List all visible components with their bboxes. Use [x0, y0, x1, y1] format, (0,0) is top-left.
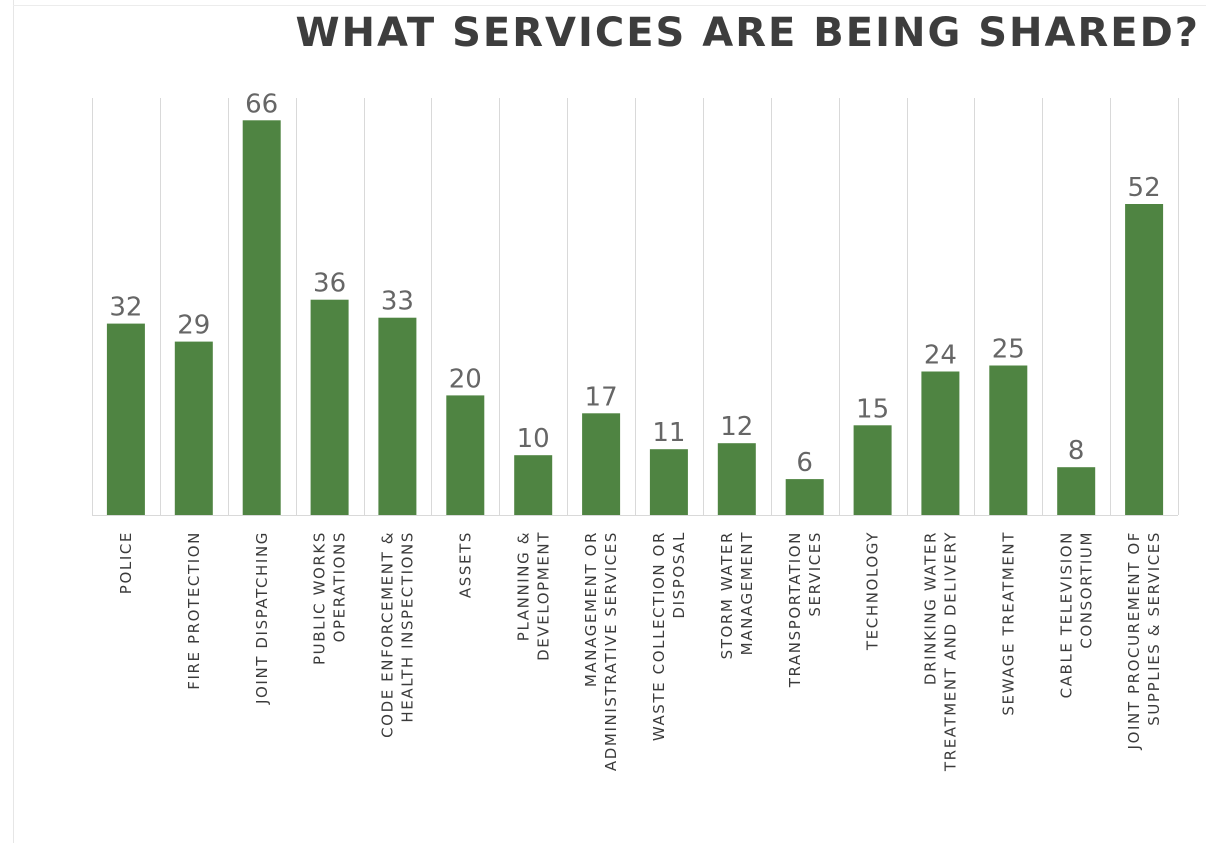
bars — [106, 120, 1164, 516]
category-label: JOINT DISPATCHING — [253, 531, 271, 705]
category-label-line: DEVELOPMENT — [534, 531, 552, 661]
category-label: FIRE PROTECTION — [185, 531, 203, 690]
value-label: 11 — [652, 418, 685, 448]
category-label-line: WASTE COLLECTION OR — [650, 531, 668, 741]
category-label: PUBLIC WORKS OPERATIONS — [311, 531, 349, 665]
frame-left-border — [13, 0, 14, 843]
category-label-line: POLICE — [117, 531, 135, 594]
category-label: DRINKING WATER TREATMENT AND DELIVERY — [922, 531, 960, 772]
bar — [989, 365, 1028, 515]
category-label: TECHNOLOGY — [864, 531, 882, 651]
bar — [785, 479, 824, 515]
value-label: 66 — [245, 89, 278, 119]
category-label: JOINT PROCUREMENT OF SUPPLIES & SERVICES — [1125, 531, 1163, 750]
value-label: 25 — [992, 335, 1025, 365]
frame-top-border — [13, 5, 1206, 6]
value-labels: 32 29 66 36 33 20 10 17 11 12 6 15 24 25 8 52 — [109, 89, 1160, 478]
bar — [921, 371, 960, 515]
category-label-line: TECHNOLOGY — [864, 531, 882, 651]
value-label: 6 — [796, 448, 813, 478]
bar — [242, 120, 281, 516]
category-label-line: JOINT DISPATCHING — [253, 531, 271, 705]
category-label: WASTE COLLECTION OR DISPOSAL — [650, 531, 688, 741]
category-label: MANAGEMENT OR ADMINISTRATIVE SERVICES — [582, 531, 620, 771]
category-label-line: SERVICES — [806, 531, 824, 617]
category-label: ASSETS — [456, 531, 474, 598]
category-label-line: JOINT PROCUREMENT OF — [1125, 531, 1143, 750]
category-label-line: HEALTH INSPECTIONS — [399, 531, 417, 723]
category-label-line: STORM WATER — [718, 531, 736, 659]
category-label-line: OPERATIONS — [331, 531, 349, 642]
bar — [514, 455, 553, 515]
value-label: 32 — [109, 293, 142, 323]
bar — [106, 323, 145, 515]
bar — [582, 413, 621, 515]
category-label-line: SUPPLIES & SERVICES — [1145, 531, 1163, 726]
grid-lines — [92, 98, 1179, 516]
category-label-line: PUBLIC WORKS — [311, 531, 329, 665]
value-label: 52 — [1128, 173, 1161, 203]
bar — [853, 425, 892, 515]
category-label-line: PLANNING & — [514, 531, 532, 641]
bar — [1125, 204, 1164, 515]
category-label-line: MANAGEMENT OR — [582, 531, 600, 687]
bar — [1057, 467, 1096, 515]
value-label: 15 — [856, 394, 889, 424]
bar — [174, 341, 213, 515]
category-label-line: CONSORTIUM — [1077, 531, 1095, 649]
category-label-line: TRANSPORTATION — [786, 531, 804, 688]
value-label: 8 — [1068, 436, 1085, 466]
category-label-line: MANAGEMENT — [738, 531, 756, 655]
category-label-line: TREATMENT AND DELIVERY — [942, 531, 960, 772]
value-label: 33 — [381, 287, 414, 317]
category-label: POLICE — [117, 531, 135, 594]
category-label-line: FIRE PROTECTION — [185, 531, 203, 690]
category-label-line: DISPOSAL — [670, 531, 688, 619]
category-labels: POLICE FIRE PROTECTION JOINT DISPATCHING PU… — [117, 531, 1163, 772]
chart-title: WHAT SERVICES ARE BEING SHARED? — [295, 10, 1200, 56]
value-label: 12 — [720, 412, 753, 442]
value-label: 20 — [449, 364, 482, 394]
value-label: 29 — [177, 311, 210, 341]
category-label-line: CABLE TELEVISION — [1057, 531, 1075, 698]
category-label-line: DRINKING WATER — [922, 531, 940, 685]
value-label: 17 — [585, 382, 618, 412]
category-label: CODE ENFORCEMENT & HEALTH INSPECTIONS — [379, 531, 417, 738]
value-label: 10 — [517, 424, 550, 454]
value-label: 36 — [313, 269, 346, 299]
category-label-line: ASSETS — [456, 531, 474, 598]
bar — [717, 443, 756, 515]
bar — [649, 449, 688, 515]
category-label: SEWAGE TREATMENT — [999, 531, 1017, 716]
category-label: CABLE TELEVISION CONSORTIUM — [1057, 531, 1095, 698]
category-label: STORM WATER MANAGEMENT — [718, 531, 756, 659]
category-label-line: ADMINISTRATIVE SERVICES — [602, 531, 620, 771]
category-label-line: SEWAGE TREATMENT — [999, 531, 1017, 716]
category-label: PLANNING & DEVELOPMENT — [514, 531, 552, 661]
bar — [310, 299, 349, 515]
bar — [378, 317, 417, 515]
value-label: 24 — [924, 341, 957, 371]
bar — [446, 395, 485, 515]
category-label-line: CODE ENFORCEMENT & — [379, 531, 397, 738]
category-label: TRANSPORTATION SERVICES — [786, 531, 824, 688]
